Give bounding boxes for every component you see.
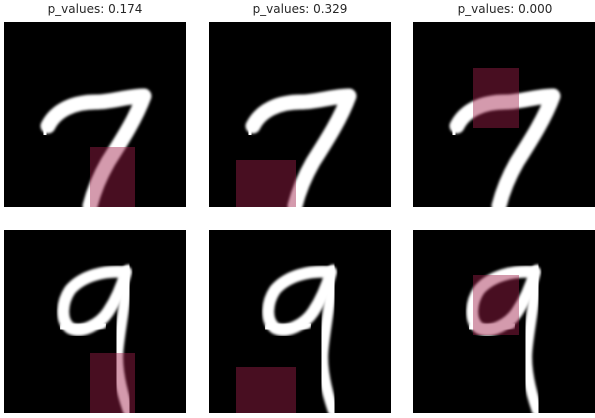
occlusion-patch <box>473 275 519 335</box>
image-panel <box>4 22 186 207</box>
panel-title: p_values: 0.000 <box>458 2 553 16</box>
image-panel <box>209 230 391 413</box>
panel-title: p_values: 0.329 <box>253 2 348 16</box>
occlusion-patch <box>473 68 519 128</box>
occlusion-patch <box>236 160 296 207</box>
image-panel <box>413 22 595 207</box>
image-panel <box>209 22 391 207</box>
panel-title: p_values: 0.174 <box>48 2 143 16</box>
image-panel <box>4 230 186 413</box>
occlusion-patch <box>236 367 296 413</box>
occlusion-patch <box>90 353 135 413</box>
image-panel <box>413 230 595 413</box>
occlusion-patch <box>90 147 135 207</box>
